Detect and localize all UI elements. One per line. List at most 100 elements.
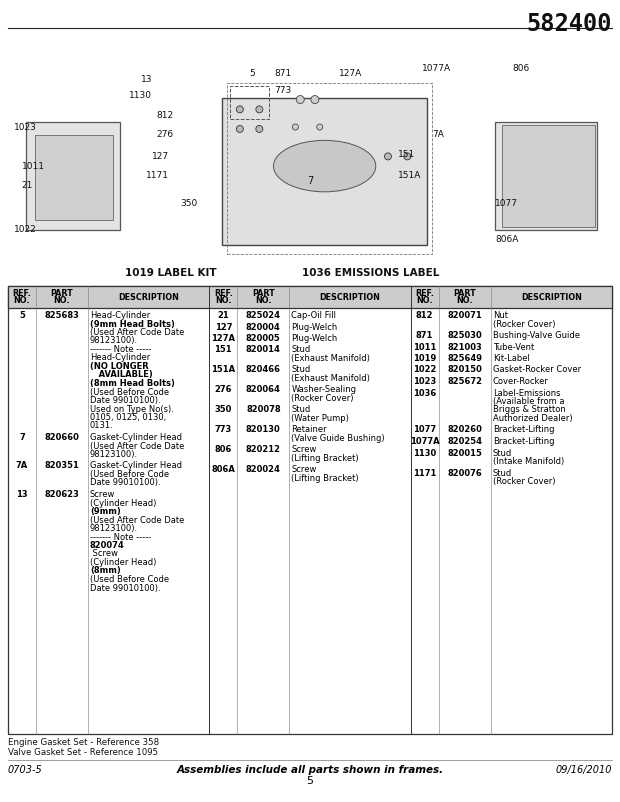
Text: Gasket-Cylinder Head: Gasket-Cylinder Head <box>90 461 182 471</box>
Text: Screw: Screw <box>90 549 118 558</box>
Text: (9mm): (9mm) <box>90 507 121 516</box>
Text: Date 99010100).: Date 99010100). <box>90 584 161 593</box>
Text: (Rocker Cover): (Rocker Cover) <box>291 394 354 403</box>
Text: (Lifting Bracket): (Lifting Bracket) <box>291 454 359 463</box>
Text: 825030: 825030 <box>447 331 482 340</box>
Text: 13: 13 <box>141 75 152 84</box>
Text: Washer-Sealing: Washer-Sealing <box>291 386 356 395</box>
Text: 7: 7 <box>19 433 25 442</box>
Bar <box>25 122 120 230</box>
Text: 1019: 1019 <box>413 354 436 363</box>
Text: 151: 151 <box>397 150 415 159</box>
Text: (8mm Head Bolts): (8mm Head Bolts) <box>90 379 175 388</box>
Text: 98123100).: 98123100). <box>90 450 138 459</box>
Text: 806A: 806A <box>211 465 235 475</box>
Text: (Used Before Code: (Used Before Code <box>90 387 169 396</box>
Text: 820254: 820254 <box>447 437 482 446</box>
Text: 820212: 820212 <box>246 445 281 455</box>
Text: (Intake Manifold): (Intake Manifold) <box>493 457 564 466</box>
Text: 1077A: 1077A <box>410 437 440 446</box>
Circle shape <box>384 153 391 160</box>
Text: 820014: 820014 <box>246 346 281 354</box>
Text: (Available from a: (Available from a <box>493 397 564 406</box>
Text: Date 99010100).: Date 99010100). <box>90 396 161 405</box>
Text: Label-Emissions: Label-Emissions <box>493 388 560 398</box>
Text: 09/16/2010: 09/16/2010 <box>556 765 612 775</box>
Text: 820130: 820130 <box>246 426 281 435</box>
Text: 151A: 151A <box>211 366 236 375</box>
Bar <box>227 83 432 254</box>
Text: 820074: 820074 <box>90 541 125 550</box>
Circle shape <box>236 125 244 132</box>
Text: 773: 773 <box>215 426 232 435</box>
Text: REF.: REF. <box>415 289 434 298</box>
Circle shape <box>296 95 304 103</box>
Bar <box>8 286 612 734</box>
Text: 5: 5 <box>19 311 25 320</box>
Text: Screw: Screw <box>291 445 317 455</box>
Text: (Water Pump): (Water Pump) <box>291 414 349 423</box>
Text: 151: 151 <box>215 346 232 354</box>
Text: Cover-Rocker: Cover-Rocker <box>493 377 549 386</box>
Text: 820076: 820076 <box>447 468 482 477</box>
Text: Stud: Stud <box>291 406 311 415</box>
Text: 0105, 0125, 0130,: 0105, 0125, 0130, <box>90 413 166 422</box>
Text: Cap-Oil Fill: Cap-Oil Fill <box>291 311 336 320</box>
Text: Bracket-Lifting: Bracket-Lifting <box>493 426 554 435</box>
Text: 825024: 825024 <box>246 311 281 320</box>
Text: Plug-Welch: Plug-Welch <box>291 334 337 343</box>
Text: 7A: 7A <box>16 461 28 471</box>
Text: (Lifting Bracket): (Lifting Bracket) <box>291 474 359 483</box>
Text: PART: PART <box>252 289 275 298</box>
Text: 1077: 1077 <box>413 426 436 435</box>
Text: 820260: 820260 <box>447 426 482 435</box>
Text: Stud: Stud <box>291 366 311 375</box>
Text: DESCRIPTION: DESCRIPTION <box>319 293 381 302</box>
Text: 820351: 820351 <box>45 461 79 471</box>
Text: 820005: 820005 <box>246 334 281 343</box>
Text: 871: 871 <box>274 69 291 78</box>
Text: (9mm Head Bolts): (9mm Head Bolts) <box>90 319 175 329</box>
Text: AVAILABLE): AVAILABLE) <box>90 371 153 379</box>
Bar <box>230 86 269 119</box>
Text: Briggs & Stratton: Briggs & Stratton <box>493 406 565 415</box>
Text: 806: 806 <box>513 63 530 73</box>
Text: NO.: NO. <box>417 296 433 305</box>
Text: 1077A: 1077A <box>422 63 451 73</box>
Text: (Used Before Code: (Used Before Code <box>90 575 169 584</box>
Text: 1023: 1023 <box>413 377 436 386</box>
Text: 1130: 1130 <box>129 91 152 100</box>
Text: ------- Note -----: ------- Note ----- <box>90 533 151 541</box>
Text: NO.: NO. <box>456 296 473 305</box>
Text: 0131.: 0131. <box>90 422 113 431</box>
Text: 820015: 820015 <box>447 448 482 457</box>
Text: Nut: Nut <box>493 311 508 320</box>
Text: 21: 21 <box>218 311 229 320</box>
Circle shape <box>236 106 244 113</box>
Text: 820064: 820064 <box>246 386 281 395</box>
Text: 1023: 1023 <box>14 123 37 132</box>
Bar <box>35 135 113 220</box>
Text: 98123100).: 98123100). <box>90 337 138 346</box>
Text: (Cylinder Head): (Cylinder Head) <box>90 558 156 567</box>
Text: 151A: 151A <box>397 172 421 180</box>
Circle shape <box>256 125 263 132</box>
Text: 276: 276 <box>156 131 174 140</box>
Text: 5: 5 <box>306 776 314 786</box>
Text: 871: 871 <box>416 331 433 340</box>
Text: Head-Cylinder: Head-Cylinder <box>90 311 150 320</box>
Text: 350: 350 <box>180 199 198 208</box>
Text: 127A: 127A <box>339 69 363 78</box>
Text: (Used After Code Date: (Used After Code Date <box>90 441 184 451</box>
Circle shape <box>404 153 411 160</box>
Text: Gasket-Cylinder Head: Gasket-Cylinder Head <box>90 433 182 442</box>
Text: (Rocker Cover): (Rocker Cover) <box>493 319 555 329</box>
Text: 1036 EMISSIONS LABEL: 1036 EMISSIONS LABEL <box>302 268 439 278</box>
Text: 5: 5 <box>250 69 255 78</box>
Text: 350: 350 <box>215 406 232 415</box>
Text: PART: PART <box>453 289 476 298</box>
Text: Stud: Stud <box>291 346 311 354</box>
Text: 820623: 820623 <box>45 490 79 499</box>
Text: Screw: Screw <box>90 490 115 499</box>
Text: 276: 276 <box>215 386 232 395</box>
